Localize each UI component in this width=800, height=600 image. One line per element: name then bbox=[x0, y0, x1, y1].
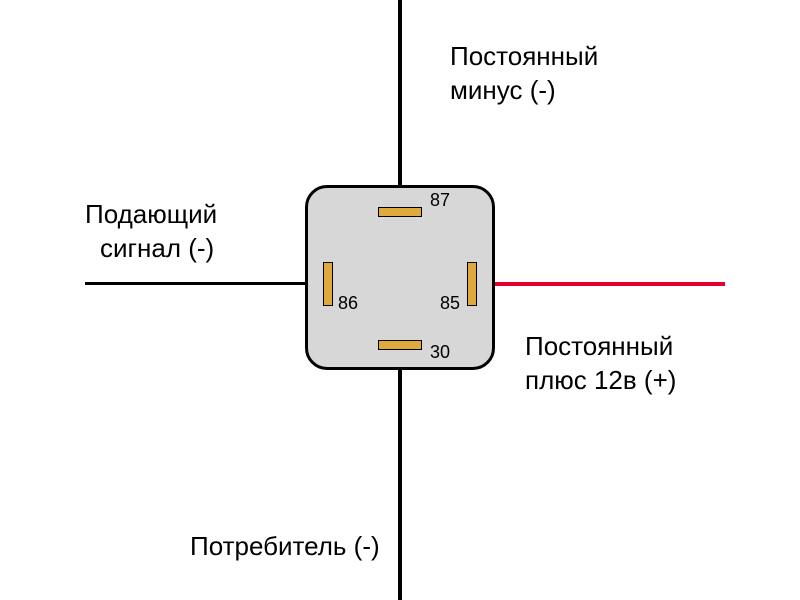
pin-label-86: 86 bbox=[338, 293, 358, 314]
pin-87 bbox=[378, 207, 422, 217]
pin-label-85: 85 bbox=[440, 293, 460, 314]
pin-85 bbox=[467, 262, 477, 306]
pin-label-30: 30 bbox=[430, 342, 450, 363]
wire-left bbox=[85, 282, 323, 285]
pin-30 bbox=[378, 340, 422, 350]
label-top-2: минус (-) bbox=[450, 74, 556, 107]
pin-label-87: 87 bbox=[430, 190, 450, 211]
label-right-1: Постоянный bbox=[525, 330, 673, 363]
pin-86 bbox=[323, 262, 333, 306]
label-bottom: Потребитель (-) bbox=[190, 530, 380, 563]
wire-top bbox=[398, 0, 402, 207]
label-left-2: сигнал (-) bbox=[100, 232, 214, 265]
label-right-2: плюс 12в (+) bbox=[525, 364, 676, 397]
wire-right bbox=[477, 282, 725, 286]
relay-diagram: 87 86 85 30 Постоянный минус (-) Подающи… bbox=[0, 0, 800, 600]
label-left-1: Подающий bbox=[85, 198, 217, 231]
wire-bottom bbox=[398, 350, 402, 600]
label-top-1: Постоянный bbox=[450, 40, 598, 73]
